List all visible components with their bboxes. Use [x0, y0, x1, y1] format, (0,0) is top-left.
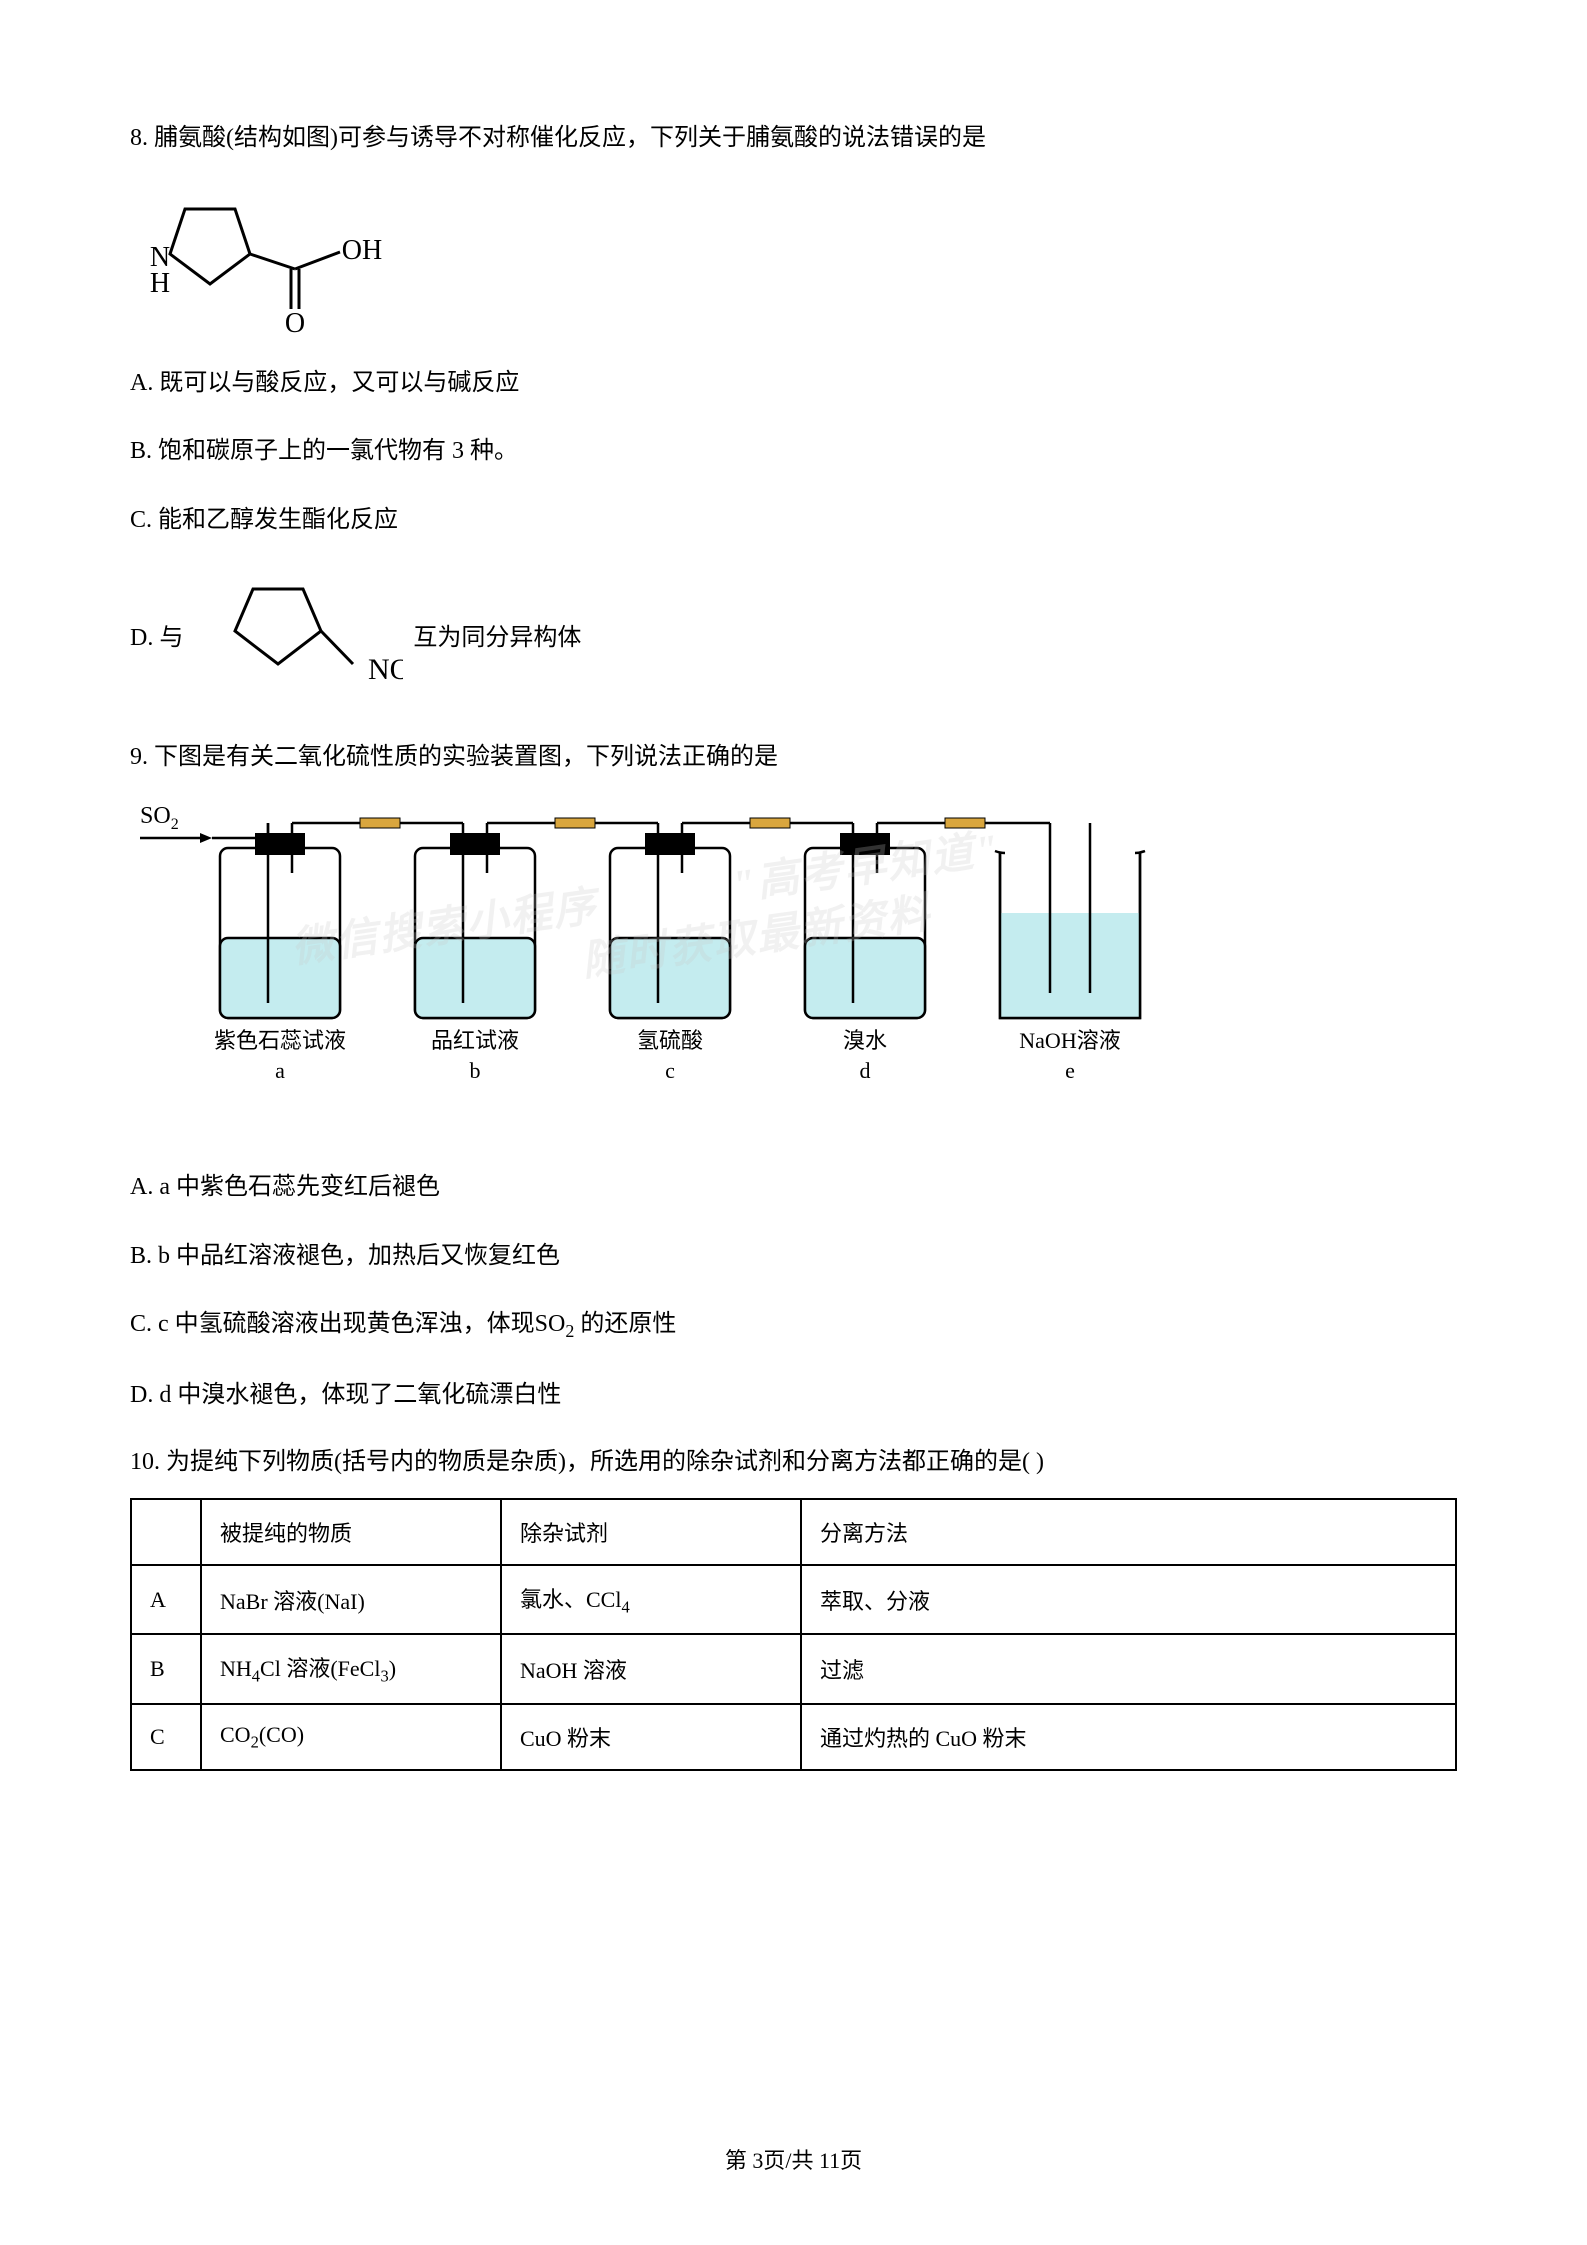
q8-structure: N H OH O: [130, 174, 1457, 339]
bond-1: [250, 254, 295, 269]
th-3: 分离方法: [801, 1499, 1456, 1565]
q8-optB: B. 饱和碳原子上的一氯代物有 3 种。: [130, 432, 1457, 470]
gas-label: SO2: [140, 803, 179, 833]
table-row: A NaBr 溶液(NaI) 氯水、CCl4 萃取、分液: [131, 1565, 1456, 1634]
label-c-top: 氢硫酸: [637, 1028, 703, 1053]
row-b-c1: NH4Cl 溶液(FeCl3): [201, 1634, 501, 1703]
label-b-top: 品红试液: [431, 1028, 519, 1053]
q8-optD: D. 与 NO2 互为同分异构体: [130, 569, 1457, 699]
q9-text: 9. 下图是有关二氧化硫性质的实验装置图，下列说法正确的是: [130, 739, 1457, 775]
page-footer: 第 3页/共 11页: [0, 2143, 1587, 2175]
row-a-c1: NaBr 溶液(NaI): [201, 1565, 501, 1634]
label-c-bot: c: [665, 1058, 675, 1083]
row-c-c1: CO2(CO): [201, 1704, 501, 1770]
row-b-c3: 过滤: [801, 1634, 1456, 1703]
bottle-c: [595, 818, 790, 1018]
bottle-a: [212, 818, 400, 1018]
q8-text: 8. 脯氨酸(结构如图)可参与诱导不对称催化反应，下列关于脯氨酸的说法错误的是: [130, 120, 1457, 156]
th-2: 除杂试剂: [501, 1499, 801, 1565]
q9-diagram: 微信搜索小程序 "高考早知道" 随时获取最新资料 SO2: [130, 793, 1457, 1138]
row-b-key: B: [131, 1634, 201, 1703]
q9-optB: B. b 中品红溶液褪色，加热后又恢复红色: [130, 1237, 1457, 1275]
table-row: C CO2(CO) CuO 粉末 通过灼热的 CuO 粉末: [131, 1704, 1456, 1770]
q10-table: 被提纯的物质 除杂试剂 分离方法 A NaBr 溶液(NaI) 氯水、CCl4 …: [130, 1498, 1457, 1771]
label-h: H: [150, 268, 170, 299]
label-o: O: [285, 308, 305, 334]
ring-path: [170, 209, 250, 284]
row-c-c3: 通过灼热的 CuO 粉末: [801, 1704, 1456, 1770]
ring-d: [235, 589, 321, 664]
row-a-key: A: [131, 1565, 201, 1634]
label-e-bot: e: [1065, 1058, 1075, 1083]
bottle-b: [400, 818, 595, 1018]
bond-no2: [321, 631, 353, 664]
q9-optA: A. a 中紫色石蕊先变红后褪色: [130, 1168, 1457, 1206]
label-d-bot: d: [860, 1058, 871, 1083]
q8-optC: C. 能和乙醇发生酯化反应: [130, 501, 1457, 539]
row-c-key: C: [131, 1704, 201, 1770]
th-1: 被提纯的物质: [201, 1499, 501, 1565]
label-a-bot: a: [275, 1058, 285, 1083]
bond-oh: [295, 252, 340, 269]
q9-optD: D. d 中溴水褪色，体现了二氧化硫漂白性: [130, 1376, 1457, 1414]
label-no2: NO2: [368, 653, 403, 692]
row-a-c2: 氯水、CCl4: [501, 1565, 801, 1634]
q8-optD-suffix: 互为同分异构体: [413, 617, 581, 652]
q10-text: 10. 为提纯下列物质(括号内的物质是杂质)，所选用的除杂试剂和分离方法都正确的…: [130, 1444, 1457, 1480]
table-header-row: 被提纯的物质 除杂试剂 分离方法: [131, 1499, 1456, 1565]
label-b-bot: b: [470, 1058, 481, 1083]
label-d-top: 溴水: [843, 1028, 887, 1053]
q9-optC: C. c 中氢硫酸溶液出现黄色浑浊，体现SO2 的还原性: [130, 1305, 1457, 1346]
label-oh: OH: [342, 235, 382, 266]
label-a-top: 紫色石蕊试液: [214, 1028, 346, 1053]
q8-optD-prefix: D. 与: [130, 617, 183, 652]
row-a-c3: 萃取、分液: [801, 1565, 1456, 1634]
gas-arrow-head: [200, 833, 212, 843]
q8-optA: A. 既可以与酸反应，又可以与碱反应: [130, 364, 1457, 402]
q8-optD-structure: NO2: [193, 569, 403, 699]
th-0: [131, 1499, 201, 1565]
table-row: B NH4Cl 溶液(FeCl3) NaOH 溶液 过滤: [131, 1634, 1456, 1703]
label-e-top: NaOH溶液: [1019, 1028, 1120, 1053]
bottle-d: [790, 818, 985, 1018]
row-c-c2: CuO 粉末: [501, 1704, 801, 1770]
beaker-e: [985, 823, 1145, 1018]
row-b-c2: NaOH 溶液: [501, 1634, 801, 1703]
